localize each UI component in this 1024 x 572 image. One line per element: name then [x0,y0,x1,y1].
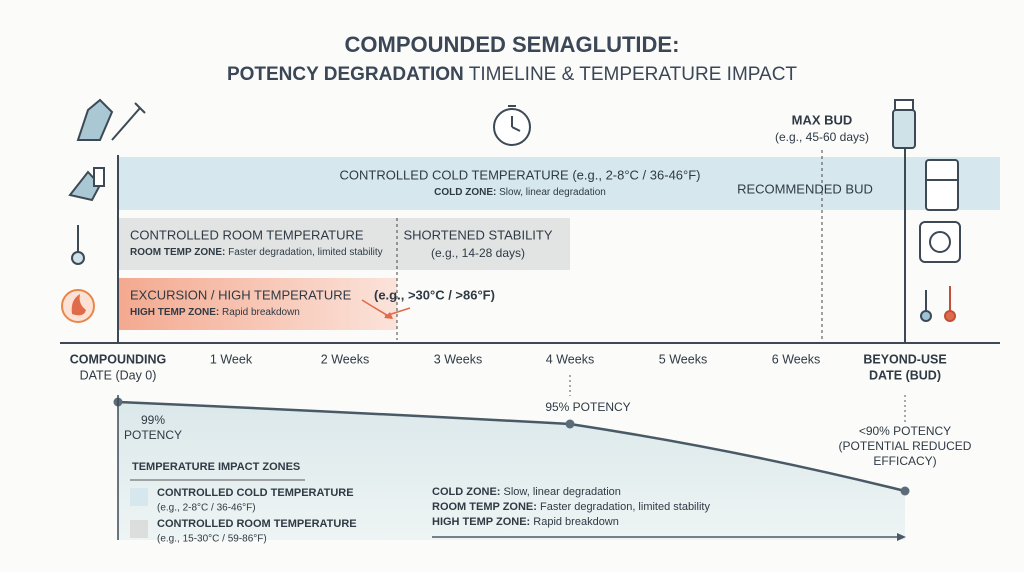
summary-line: COLD ZONE: Slow, linear degradation [432,486,621,498]
potency-point [565,419,575,429]
arrow-head [384,312,393,319]
zone-desc: COLD ZONE: Slow, linear degradation [434,187,606,198]
label-part: HIGH TEMP ZONE: [432,516,530,528]
arrow-head [897,533,906,541]
room-band [118,218,570,270]
axis-label: BEYOND-USE [863,352,946,366]
legend-swatch [130,520,148,538]
zone-title: EXCURSION / HIGH TEMPERATURE [130,287,352,302]
potency-label: (POTENTIAL REDUCED [839,439,972,453]
axis-label: 4 Weeks [546,352,594,366]
recommended-bud: RECOMMENDED BUD [737,181,873,196]
label-part: Rapid breakdown [219,307,300,318]
legend-name: CONTROLLED COLD TEMPERATURE [157,487,354,499]
label-part: TIMELINE & TEMPERATURE IMPACT [464,64,798,85]
axis-label: COMPOUNDING [70,352,167,366]
axis-label: DATE (BUD) [869,368,941,382]
potency-point [900,486,910,496]
label-part: HIGH TEMP ZONE: [130,307,219,318]
potency-label: POTENCY [124,428,182,442]
shortened: SHORTENED STABILITY [403,227,552,242]
max-bud-note: (e.g., 45-60 days) [775,130,869,144]
label-part: COLD ZONE: [434,187,496,198]
label-part: Faster degradation, limited stability [225,247,382,258]
axis-label: 6 Weeks [772,352,820,366]
label-part: POTENCY DEGRADATION [227,64,464,85]
high-band [118,278,397,330]
label-part: Rapid breakdown [530,516,619,528]
title: COMPOUNDED SEMAGLUTIDE: [345,32,680,57]
potency-label: EFFICACY) [873,454,936,468]
potency-area [118,402,905,540]
label-part: Slow, linear degradation [500,486,620,498]
legend-note: (e.g., 15-30°C / 59-86°F) [157,534,267,545]
potency-label: 95% POTENCY [545,400,630,414]
zone-title: CONTROLLED COLD TEMPERATURE (e.g., 2-8°C… [340,167,701,182]
label-part: Faster degradation, limited stability [537,501,711,513]
subtitle: POTENCY DEGRADATION TIMELINE & TEMPERATU… [227,64,797,85]
cold-band [118,157,1000,210]
zone-title: CONTROLLED ROOM TEMPERATURE [130,227,364,242]
axis-label: DATE (Day 0) [80,368,157,382]
axis-label: 5 Weeks [659,352,707,366]
icons [61,98,961,323]
label-part: Slow, linear degradation [496,187,606,198]
potency-curve [117,400,906,493]
label-part: COLD ZONE: [432,486,500,498]
axis-label: 3 Weeks [434,352,482,366]
max-bud: MAX BUD [792,112,853,127]
summary-line: HIGH TEMP ZONE: Rapid breakdown [432,516,619,528]
potency-label: <90% POTENCY [859,424,951,438]
label-part: ROOM TEMP ZONE: [432,501,537,513]
axis-label: 1 Week [210,352,253,366]
label-part: ROOM TEMP ZONE: [130,247,225,258]
legend-name: CONTROLLED ROOM TEMPERATURE [157,518,357,530]
high-note: (e.g., >30°C / >86°F) [374,287,495,302]
shortened-note: (e.g., 14-28 days) [431,246,525,260]
potency-label: 99% [141,413,165,427]
legend-title: TEMPERATURE IMPACT ZONES [132,461,300,473]
zone-desc: ROOM TEMP ZONE: Faster degradation, limi… [130,247,383,258]
legend-note: (e.g., 2-8°C / 36-46°F) [157,503,256,514]
summary-line: ROOM TEMP ZONE: Faster degradation, limi… [432,501,710,513]
zone-desc: HIGH TEMP ZONE: Rapid breakdown [130,307,300,318]
axis-label: 2 Weeks [321,352,369,366]
legend-swatch [130,488,148,506]
